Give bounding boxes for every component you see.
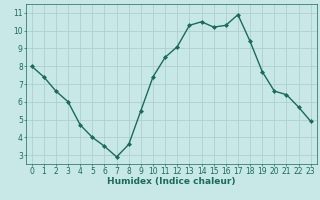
X-axis label: Humidex (Indice chaleur): Humidex (Indice chaleur) (107, 177, 236, 186)
